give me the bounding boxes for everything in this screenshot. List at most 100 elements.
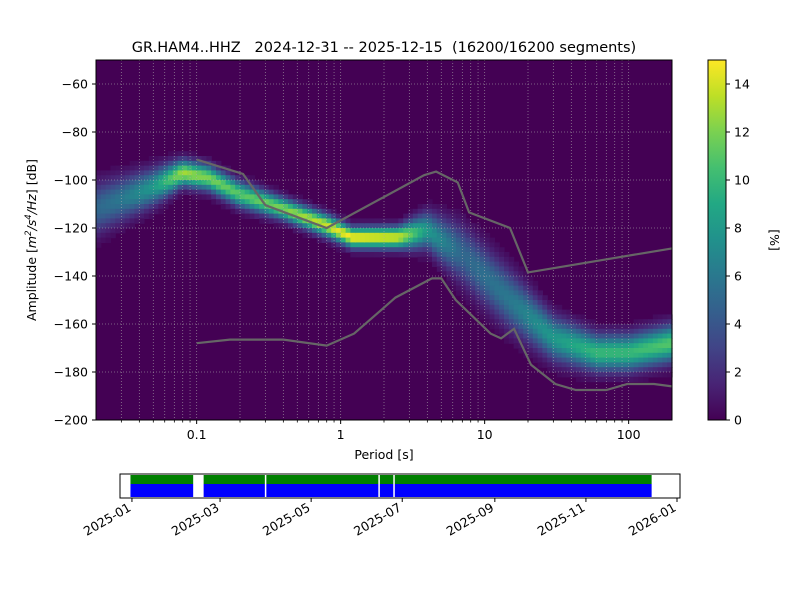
- density-cell: [297, 218, 303, 224]
- density-cell: [513, 276, 519, 282]
- density-cell: [297, 228, 303, 234]
- density-cell: [465, 285, 471, 291]
- density-cell: [518, 304, 524, 311]
- density-cell: [168, 180, 174, 186]
- density-cell: [254, 194, 260, 200]
- density-cell: [566, 357, 572, 363]
- density-cell: [206, 189, 212, 195]
- density-cell: [619, 338, 625, 344]
- density-cell: [388, 247, 395, 253]
- density-cell: [403, 252, 409, 258]
- density-cell: [264, 189, 270, 195]
- density-cell: [115, 170, 121, 176]
- density-cell: [302, 199, 308, 205]
- density-cell: [124, 208, 131, 215]
- density-cell: [667, 372, 673, 378]
- density-cell: [403, 242, 409, 248]
- density-cell: [508, 304, 515, 311]
- density-cell: [321, 232, 327, 239]
- density-cell: [556, 372, 563, 378]
- density-cell: [120, 223, 126, 229]
- density-cell: [264, 218, 270, 224]
- density-cell: [331, 232, 337, 239]
- density-cell: [638, 324, 644, 330]
- density-cell: [556, 309, 563, 315]
- colorbar-tick-label: 14: [734, 77, 750, 92]
- density-cell: [499, 256, 505, 263]
- density-cell: [595, 348, 601, 354]
- density-cell: [120, 194, 126, 200]
- density-cell: [153, 204, 159, 210]
- density-cell: [158, 199, 164, 205]
- density-cell: [456, 290, 462, 296]
- density-cell: [470, 290, 476, 296]
- density-cell: [158, 180, 164, 186]
- density-cell: [96, 204, 102, 210]
- density-cell: [129, 189, 135, 195]
- density-cell: [667, 352, 673, 359]
- density-cell: [624, 352, 630, 359]
- density-cell: [547, 348, 553, 354]
- density-cell: [144, 160, 150, 167]
- density-cell: [350, 252, 356, 258]
- density-cell: [196, 184, 203, 191]
- density-cell: [240, 204, 246, 210]
- density-cell: [576, 348, 582, 354]
- density-cell: [283, 223, 289, 229]
- density-cell: [201, 165, 207, 171]
- density-cell: [604, 348, 611, 354]
- density-cell: [652, 348, 659, 354]
- density-cell: [662, 333, 668, 339]
- density-cell: [561, 348, 567, 354]
- density-cell: [307, 232, 313, 239]
- density-cell: [129, 208, 135, 215]
- density-cell: [168, 170, 174, 176]
- density-cell: [590, 324, 596, 330]
- density-cell: [100, 175, 107, 181]
- density-cell: [100, 218, 107, 224]
- density-cell: [345, 247, 351, 253]
- density-cell: [470, 261, 476, 267]
- density-cell: [216, 184, 222, 191]
- density-cell: [206, 194, 212, 200]
- density-cell: [451, 223, 457, 229]
- density-cell: [542, 328, 548, 335]
- density-cell: [345, 223, 351, 229]
- density-cell: [537, 343, 543, 349]
- density-cell: [379, 232, 385, 239]
- density-cell: [451, 213, 457, 219]
- density-cell: [369, 237, 375, 243]
- density-cell: [460, 295, 467, 301]
- density-cell: [460, 290, 467, 296]
- x-tick-label: 100: [617, 427, 641, 442]
- density-cell: [499, 252, 505, 258]
- density-cell: [609, 352, 615, 359]
- density-cell: [499, 295, 505, 301]
- density-cell: [379, 247, 385, 253]
- density-cell: [393, 232, 399, 239]
- density-cell: [523, 285, 529, 291]
- density-cell: [148, 160, 155, 167]
- density-cell: [571, 372, 577, 378]
- density-cell: [441, 232, 447, 239]
- density-cell: [571, 324, 577, 330]
- density-cell: [648, 319, 654, 325]
- density-cell: [115, 184, 121, 191]
- density-cell: [326, 228, 332, 234]
- density-cell: [326, 232, 332, 239]
- density-cell: [403, 237, 409, 243]
- density-cell: [484, 256, 491, 263]
- density-cell: [451, 280, 457, 287]
- density-cell: [432, 261, 438, 267]
- density-cell: [163, 180, 169, 186]
- density-cell: [268, 184, 275, 191]
- density-cell: [139, 165, 145, 171]
- density-cell: [124, 218, 131, 224]
- density-cell: [643, 324, 649, 330]
- density-cell: [667, 343, 673, 349]
- density-cell: [667, 362, 673, 368]
- density-cell: [547, 324, 553, 330]
- density-cell: [374, 218, 380, 224]
- density-cell: [302, 208, 308, 215]
- density-cell: [556, 328, 563, 335]
